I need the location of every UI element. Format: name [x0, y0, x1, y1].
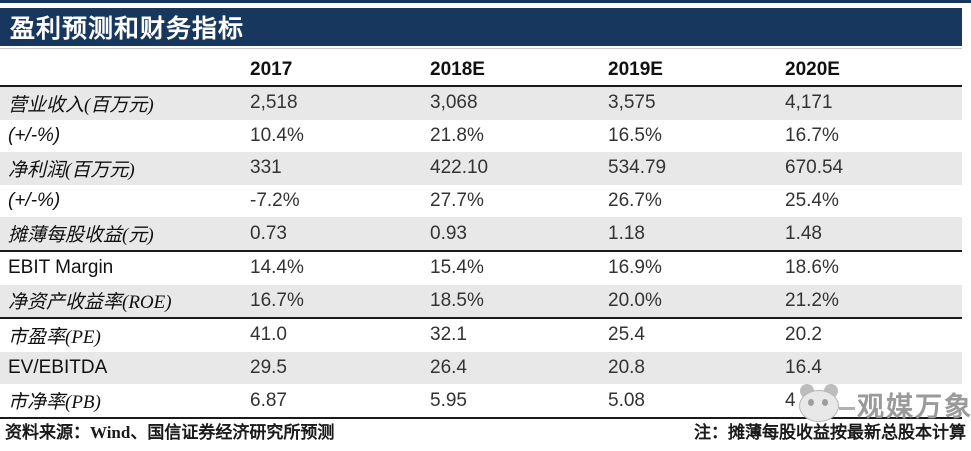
data-source-text: 资料来源：Wind、国信证券经济研究所预测 [5, 422, 335, 442]
cell-value: 6.87 [250, 389, 287, 411]
column-header-2020e: 2020E [785, 59, 840, 80]
table-footer: 资料来源：Wind、国信证券经济研究所预测 注：摊薄每股收益按最新总股本计算 [0, 414, 966, 446]
band-underline [0, 48, 962, 49]
cell-value: 331 [250, 157, 282, 179]
table-row-diluted-eps: 摊薄每股收益(元) 0.73 0.93 1.18 1.48 [0, 217, 962, 252]
cell-value: -7.2% [250, 190, 300, 212]
cell-value: 18.5% [430, 289, 484, 311]
cell-value: 16.9% [608, 257, 662, 279]
cell-value: 670.54 [785, 157, 844, 179]
column-header-2019e: 2019E [608, 59, 663, 80]
row-label: 摊薄每股收益(元) [8, 225, 154, 247]
section-header-band: 盈利预测和财务指标 [0, 8, 962, 46]
cell-value: 21.8% [430, 124, 484, 146]
row-label: (+/-%) [8, 190, 61, 212]
row-label: EV/EBITDA [8, 357, 108, 379]
row-label: 营业收入(百万元) [8, 94, 154, 116]
table-row-pe: 市盈率(PE) 41.0 32.1 25.4 20.2 [0, 319, 962, 352]
column-header-2018e: 2018E [430, 59, 485, 80]
cell-value: 16.7% [250, 289, 304, 311]
cell-value: 3,068 [430, 92, 478, 114]
row-label: EBIT Margin [8, 257, 114, 279]
cell-value: 32.1 [430, 324, 467, 346]
row-label: 市盈率(PE) [8, 326, 101, 348]
table-row-net-profit: 净利润(百万元) 331 422.10 534.79 670.54 [0, 152, 962, 185]
cell-value: 14.4% [250, 257, 304, 279]
cell-value: 0.73 [250, 222, 287, 244]
cell-value: 3,575 [608, 92, 656, 114]
cell-value: 10.4% [250, 124, 304, 146]
top-navy-rule [0, 0, 971, 3]
cell-value: 25.4% [785, 190, 839, 212]
cell-value: 29.5 [250, 357, 287, 379]
cell-value: 5.95 [430, 389, 467, 411]
watermark-text: 观媒万象 [857, 391, 971, 422]
section-title: 盈利预测和财务指标 [10, 16, 245, 43]
footnote-text: 注：摊薄每股收益按最新总股本计算 [694, 422, 966, 442]
cell-value: 2,518 [250, 92, 298, 114]
table-row-pb: 市净率(PB) 6.87 5.95 5.08 4 [0, 384, 962, 419]
cell-value: 41.0 [250, 324, 287, 346]
cell-value: 20.8 [608, 357, 645, 379]
table-row-ev-ebitda: EV/EBITDA 29.5 26.4 20.8 16.4 [0, 351, 962, 385]
cell-value: 16.7% [785, 124, 839, 146]
cell-value: 25.4 [608, 324, 645, 346]
cell-value: 1.48 [785, 222, 822, 244]
cell-value: 4,171 [785, 92, 833, 114]
row-label: 净资产收益率(ROE) [8, 292, 172, 314]
watermark: 观媒万象 [799, 382, 971, 424]
cell-value: 16.4 [785, 357, 822, 379]
cell-value: 26.4 [430, 357, 467, 379]
table-row-roe: 净资产收益率(ROE) 16.7% 18.5% 20.0% 21.2% [0, 284, 962, 320]
table-row-revenue-growth: (+/-%) 10.4% 21.8% 16.5% 16.7% [0, 120, 962, 153]
row-label: 市净率(PB) [8, 392, 101, 414]
cell-value: 16.5% [608, 124, 662, 146]
cell-value: 4 [785, 389, 796, 411]
cell-value: 20.2 [785, 324, 822, 346]
cell-value: 26.7% [608, 190, 662, 212]
column-header-2017: 2017 [250, 59, 293, 80]
cell-value: 422.10 [430, 157, 489, 179]
cell-value: 21.2% [785, 289, 839, 311]
table-row-revenue: 营业收入(百万元) 2,518 3,068 3,575 4,171 [0, 87, 962, 120]
row-label: 净利润(百万元) [8, 159, 135, 181]
financial-indicators-table: 2017 2018E 2019E 2020E 营业收入(百万元) 2,518 3… [0, 55, 962, 419]
cell-value: 1.18 [608, 222, 645, 244]
row-label: (+/-%) [8, 124, 61, 146]
panda-logo-icon [799, 384, 839, 422]
cell-value: 0.93 [430, 222, 467, 244]
cell-value: 20.0% [608, 289, 662, 311]
cell-value: 534.79 [608, 157, 667, 179]
cell-value: 5.08 [608, 389, 645, 411]
cell-value: 18.6% [785, 257, 839, 279]
table-row-net-profit-growth: (+/-%) -7.2% 27.7% 26.7% 25.4% [0, 185, 962, 218]
cell-value: 27.7% [430, 190, 484, 212]
table-header-row: 2017 2018E 2019E 2020E [0, 55, 962, 87]
watermark-dash [839, 406, 855, 410]
table-row-ebit-margin: EBIT Margin 14.4% 15.4% 16.9% 18.6% [0, 252, 962, 285]
cell-value: 15.4% [430, 257, 484, 279]
